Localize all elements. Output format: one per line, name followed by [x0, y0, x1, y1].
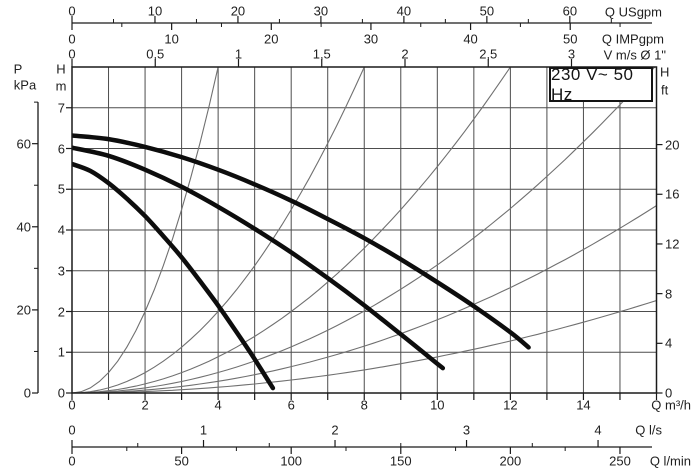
voltage-rating-text: 230 V~ 50 Hz: [551, 64, 634, 104]
tick-lmin-150: 150: [389, 453, 412, 469]
system-parabola-6: [72, 299, 657, 393]
tick-usgpm-50: 50: [479, 3, 495, 19]
pump-curve-low-speed: [72, 161, 276, 391]
velocity-axis-label: V m/s Ø 1": [603, 47, 666, 63]
tick-velocity-3: 3: [567, 46, 576, 62]
tick-impgpm-50: 50: [562, 31, 578, 47]
tick-usgpm-30: 30: [313, 3, 329, 19]
tick-m-6: 6: [57, 141, 65, 156]
tick-ls-2: 2: [331, 422, 339, 438]
tick-lmin-50: 50: [174, 453, 189, 469]
tick-ls-3: 3: [462, 422, 471, 438]
tick-ft-12: 12: [665, 236, 680, 252]
m3h-axis-label: Q m³/h: [651, 397, 691, 413]
tick-usgpm-10: 10: [147, 3, 163, 19]
tick-ls-1: 1: [199, 422, 208, 438]
tick-usgpm-20: 20: [230, 3, 246, 19]
tick-kpa-40: 40: [16, 219, 31, 235]
tick-ft-0: 0: [665, 385, 673, 401]
tick-m-0: 0: [57, 385, 65, 401]
tick-lmin-0: 0: [68, 453, 76, 469]
tick-m-1: 1: [57, 344, 65, 360]
tick-velocity-0: 0: [68, 46, 76, 62]
impgpm-axis-label: Q IMPgpm: [601, 31, 664, 47]
head-ft-axis-unit: ft: [661, 82, 669, 98]
tick-m-3: 3: [57, 263, 65, 279]
tick-ft-4: 4: [665, 335, 673, 351]
ls-axis-label: Q l/s: [635, 422, 662, 438]
system-parabola-1: [72, 67, 219, 393]
tick-m3h-10: 10: [430, 397, 445, 413]
tick-usgpm-0: 0: [68, 3, 76, 19]
tick-impgpm-20: 20: [264, 31, 279, 47]
tick-m-2: 2: [57, 304, 65, 319]
system-parabola-2: [72, 67, 365, 393]
tick-velocity-0.5: 0,5: [146, 46, 165, 62]
tick-impgpm-0: 0: [68, 31, 76, 47]
head-m-axis-unit: m: [55, 78, 67, 94]
tick-m-4: 4: [57, 222, 65, 238]
tick-velocity-2.5: 2,5: [479, 46, 498, 62]
tick-ls-4: 4: [594, 422, 602, 438]
tick-lmin-100: 100: [280, 453, 303, 469]
lmin-axis-label: Q l/min: [649, 453, 691, 469]
tick-lmin-200: 200: [499, 453, 522, 469]
reference-curves: [72, 67, 657, 393]
voltage-rating-badge: 230 V~ 50 Hz: [549, 64, 653, 104]
tick-m3h-14: 14: [576, 397, 591, 413]
tick-m-5: 5: [57, 181, 65, 197]
axis-ticks: [32, 16, 663, 454]
tick-m3h-6: 6: [287, 397, 295, 413]
system-parabola-3: [72, 67, 511, 393]
pressure-axis-symbol: P: [13, 61, 23, 77]
tick-impgpm-40: 40: [463, 31, 478, 47]
tick-kpa-0: 0: [23, 385, 31, 401]
pump-curve-mid-speed: [72, 145, 446, 371]
tick-m3h-4: 4: [214, 397, 222, 413]
tick-kpa-20: 20: [16, 302, 31, 318]
tick-m3h-8: 8: [360, 397, 368, 413]
system-parabola-5: [72, 205, 657, 393]
tick-impgpm-10: 10: [164, 31, 179, 47]
usgpm-axis-label: Q USgpm: [604, 4, 662, 20]
tick-ls-0: 0: [68, 422, 76, 438]
tick-ft-16: 16: [665, 186, 680, 202]
pressure-axis-unit: kPa: [13, 77, 37, 93]
tick-usgpm-60: 60: [562, 3, 578, 19]
tick-usgpm-40: 40: [396, 3, 412, 19]
tick-m3h-2: 2: [141, 397, 149, 413]
tick-m3h-0: 0: [68, 397, 76, 413]
tick-impgpm-30: 30: [363, 31, 379, 47]
tick-ft-20: 20: [665, 137, 680, 153]
pump-curves: [72, 133, 531, 391]
tick-kpa-60: 60: [16, 136, 31, 152]
tick-velocity-1.5: 1,5: [312, 46, 331, 62]
pump-curve-high-speed: [72, 133, 531, 350]
tick-m3h-12: 12: [503, 397, 518, 413]
tick-ft-8: 8: [665, 286, 673, 302]
head-ft-axis-symbol: H: [660, 64, 670, 80]
tick-lmin-250: 250: [609, 453, 631, 469]
tick-velocity-2: 2: [401, 46, 409, 62]
tick-velocity-1: 1: [234, 46, 243, 62]
head-m-axis-symbol: H: [56, 61, 66, 77]
tick-m-7: 7: [57, 100, 65, 116]
system-parabola-4: [72, 67, 656, 393]
